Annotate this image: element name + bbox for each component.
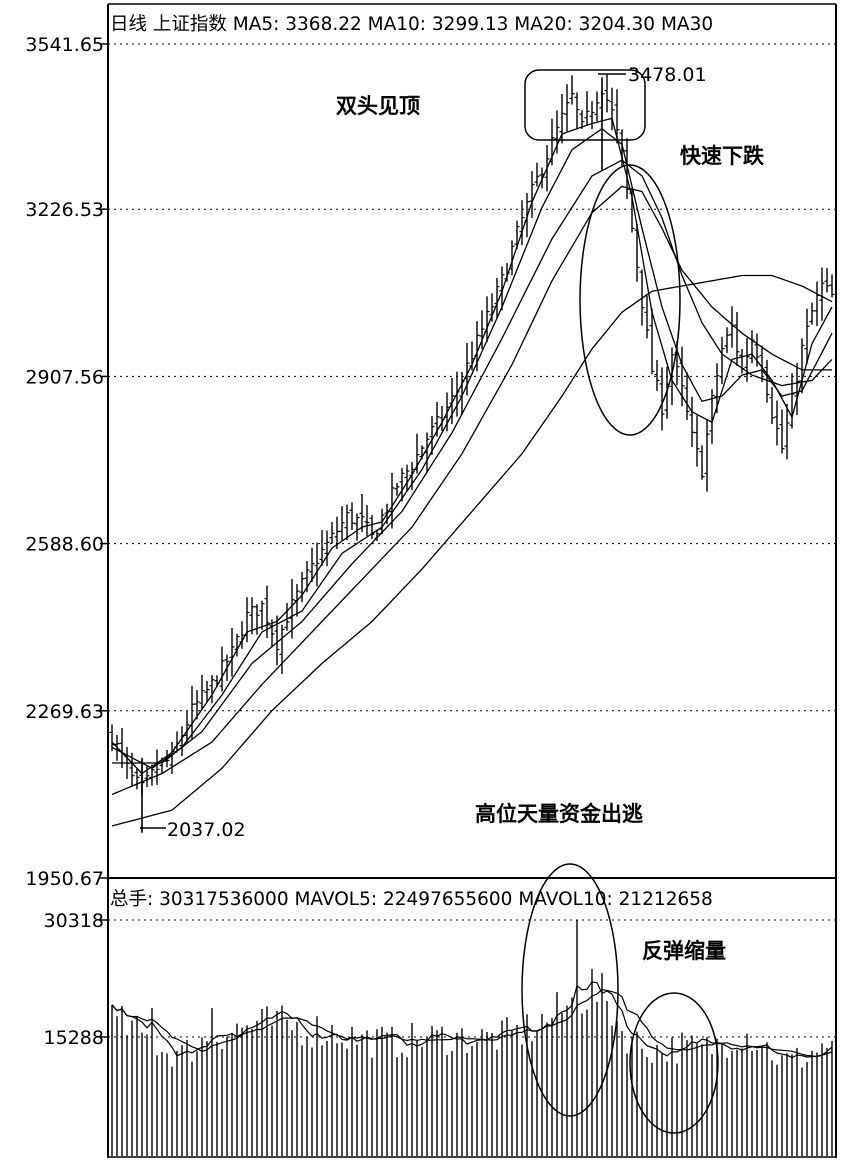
volume-bars	[111, 920, 833, 1156]
price-tick-label: 2588.60	[25, 534, 104, 556]
ma-line-5	[111, 274, 833, 827]
annotation-capital-outflow: 高位天量资金出逃	[475, 802, 644, 826]
volume-spike-ellipse	[521, 863, 619, 1117]
price-gridlines	[108, 43, 836, 712]
price-annotations: 双头见顶 快速下跌 高位天量资金出逃 3478.01 2037.02	[140, 64, 765, 841]
price-tick-label: 1950.67	[25, 868, 104, 890]
rebound-shrink-ellipse	[629, 992, 719, 1134]
price-tick-label: 2269.63	[25, 701, 104, 723]
annotation-double-top: 双头见顶	[336, 94, 420, 118]
volume-tick-label: 15288	[44, 1027, 104, 1049]
price-tick-label: 2907.56	[25, 366, 104, 388]
volume-header: 总手: 30317536000 MAVOL5: 22497655600 MAVO…	[110, 889, 713, 910]
mavol10-line	[111, 988, 833, 1058]
high-value-label: 3478.01	[628, 64, 707, 86]
low-value-label: 2037.02	[167, 819, 246, 841]
volume-panel: 30318 15288 反弹缩量 总手: 30317536000 MAVOL5: …	[44, 863, 836, 1156]
annotation-fast-drop: 快速下跌	[680, 144, 765, 168]
volume-tick-label: 30318	[44, 910, 104, 932]
volume-axis-ticks: 30318 15288	[44, 910, 108, 1049]
ma-line-3	[112, 159, 833, 764]
annotation-rebound-shrink: 反弹缩量	[642, 939, 726, 963]
price-tick-label: 3541.65	[25, 34, 104, 56]
price-tick-label: 3226.53	[25, 199, 104, 221]
volume-average-lines	[111, 981, 833, 1059]
price-axis-ticks: 3541.65 3226.53 2907.56 2588.60 2269.63 1950.…	[25, 34, 108, 890]
mavol5-line	[111, 981, 833, 1059]
ma-line-4	[111, 185, 832, 796]
fast-drop-ellipse	[579, 164, 681, 436]
chart-frame	[107, 3, 837, 1158]
price-panel: 3541.65 3226.53 2907.56 2588.60 2269.63 1950.…	[25, 14, 836, 890]
volume-annotations: 反弹缩量	[521, 863, 726, 1134]
double-top-box	[524, 69, 646, 141]
candlestick-bars	[109, 74, 835, 833]
price-header: 日线 上证指数 MA5: 3368.22 MA10: 3299.13 MA20:…	[110, 14, 713, 35]
